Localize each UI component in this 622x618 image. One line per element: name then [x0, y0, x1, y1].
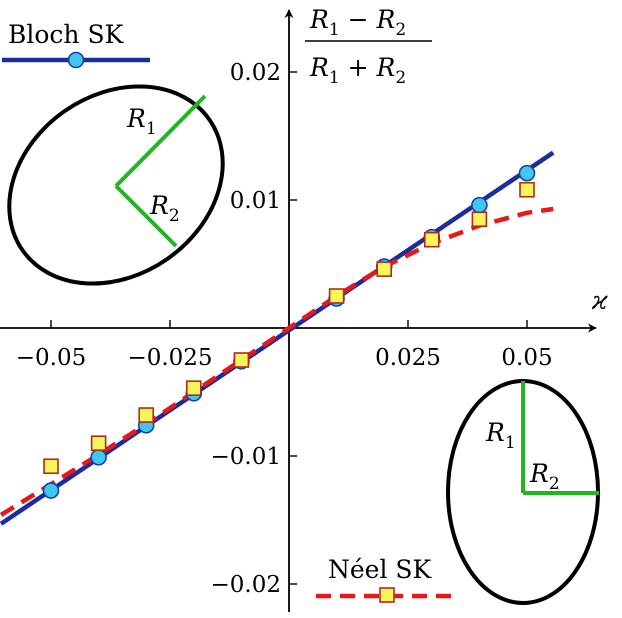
point-square — [138, 407, 154, 423]
svg-text:R1 − R2: R1 − R2 — [309, 5, 406, 40]
x-tick-label: 0.025 — [375, 345, 441, 371]
point-square — [423, 231, 440, 248]
point-square — [233, 352, 250, 368]
point-square — [328, 288, 345, 304]
svg-text:R1 + R2: R1 + R2 — [309, 53, 406, 88]
x-axis-label: ϰ — [591, 286, 608, 315]
point-square — [186, 380, 202, 396]
legend-bloch: Bloch SK — [2, 20, 150, 69]
point-square — [43, 458, 59, 475]
point-square — [519, 181, 535, 198]
bloch-r2-label: R2 — [149, 191, 180, 226]
y-tick-label: 0.02 — [230, 60, 281, 86]
point-circle — [471, 196, 488, 214]
legend-neel-label: Néel SK — [328, 555, 433, 584]
y-tick-label: 0.01 — [230, 188, 281, 214]
series-points — [42, 164, 536, 499]
x-tick-label: −0.05 — [16, 345, 86, 371]
point-circle — [90, 448, 107, 466]
y-tick-label: −0.02 — [211, 572, 281, 598]
legend-neel-marker — [379, 587, 395, 603]
point-square — [471, 211, 488, 227]
x-tick-label: −0.025 — [127, 345, 212, 371]
neel-r2-label: R2 — [529, 459, 560, 494]
neel-r1-label: R1 — [485, 418, 516, 453]
point-circle — [518, 164, 536, 182]
y-label-num-r1: R — [309, 5, 329, 34]
axis-ticks — [50, 71, 528, 585]
y-tick-label: −0.01 — [211, 444, 281, 470]
point-square — [90, 435, 107, 452]
point-square — [376, 261, 393, 277]
neel-ellipse-inset: R1 R2 — [446, 379, 600, 605]
bloch-ellipse — [7, 84, 225, 286]
point-circle — [42, 482, 60, 499]
legend-bloch-label: Bloch SK — [8, 20, 125, 49]
y-axis-label: R1 − R2 R1 + R2 — [305, 5, 432, 88]
bloch-r1-label: R1 — [126, 104, 157, 139]
tick-labels: −0.05 −0.025 0.025 0.05 0.02 0.01 −0.01 −0.02 — [16, 60, 553, 598]
bloch-radius-r2 — [114, 184, 178, 248]
bloch-ellipse-inset: R1 R2 — [7, 84, 225, 286]
bloch-radius-r1 — [114, 94, 207, 188]
legend-neel: Néel SK — [316, 555, 460, 603]
x-tick-label: 0.05 — [501, 345, 552, 371]
legend-bloch-marker — [67, 51, 85, 69]
